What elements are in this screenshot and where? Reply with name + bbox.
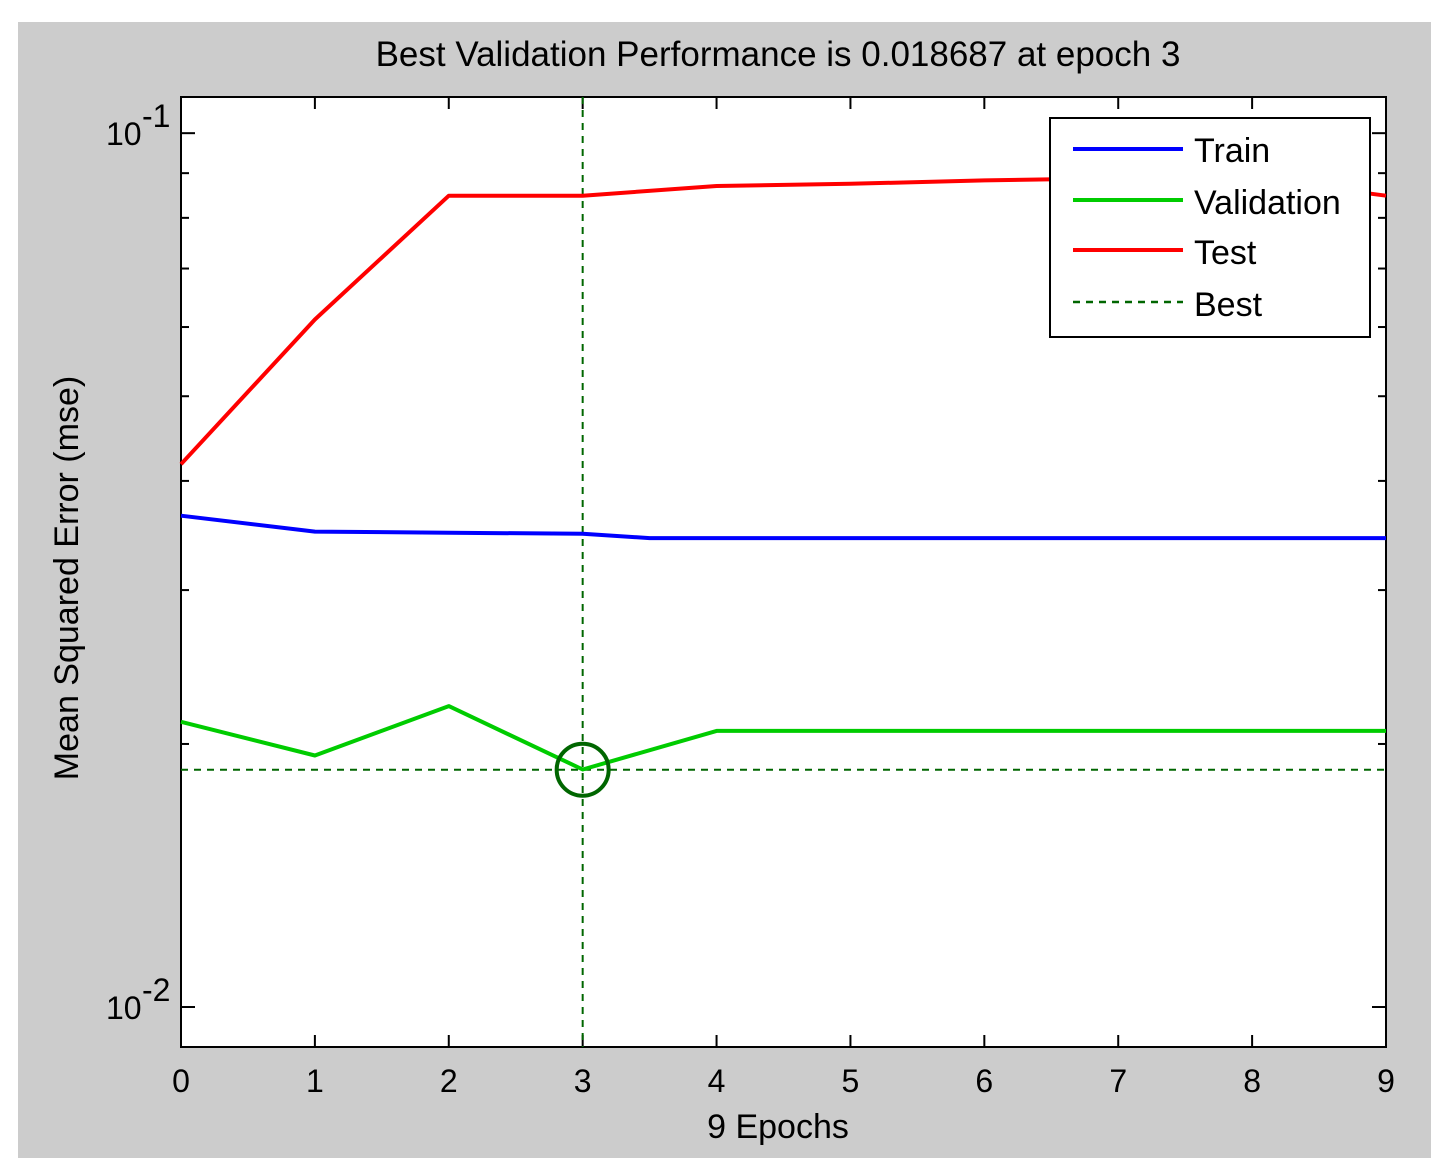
x-tick-label-5: 5 xyxy=(842,1063,860,1099)
legend-train-label: Train xyxy=(1194,132,1270,170)
y-tick-label-exponent-0: -1 xyxy=(142,98,170,134)
legend-box xyxy=(1049,117,1371,338)
legend: Train Validation Test Best xyxy=(1049,117,1371,338)
legend-best-label: Best xyxy=(1194,286,1263,324)
axis-ticks xyxy=(180,97,1387,1048)
x-tick-label-9: 9 xyxy=(1377,1063,1395,1099)
x-tick-label-4: 4 xyxy=(708,1063,726,1099)
tick-labels: 0 1 2 3 4 5 6 7 8 910-110-2 xyxy=(106,98,1395,1099)
y-tick-label-1: 10 xyxy=(106,990,142,1026)
x-tick-label-8: 8 xyxy=(1243,1063,1261,1099)
y-tick-label-0: 10 xyxy=(106,116,142,152)
legend-validation-label: Validation xyxy=(1194,184,1341,222)
x-tick-label-2: 2 xyxy=(440,1063,458,1099)
x-tick-label-7: 7 xyxy=(1109,1063,1127,1099)
chart-title: Best Validation Performance is 0.018687 … xyxy=(376,35,1181,74)
series-line-validation xyxy=(180,704,1386,772)
x-tick-label-0: 0 xyxy=(172,1063,190,1099)
x-tick-label-6: 6 xyxy=(975,1063,993,1099)
best-point-marker xyxy=(554,741,611,798)
y-tick-label-exponent-1: -2 xyxy=(142,972,170,1008)
y-axis-label: Mean Squared Error (mse) xyxy=(48,376,86,780)
x-axis-label: 9 Epochs xyxy=(707,1108,849,1146)
x-tick-label-3: 3 xyxy=(574,1063,592,1099)
x-tick-label-1: 1 xyxy=(306,1063,324,1099)
series-line-train xyxy=(180,513,1386,541)
legend-test-label: Test xyxy=(1194,234,1257,272)
